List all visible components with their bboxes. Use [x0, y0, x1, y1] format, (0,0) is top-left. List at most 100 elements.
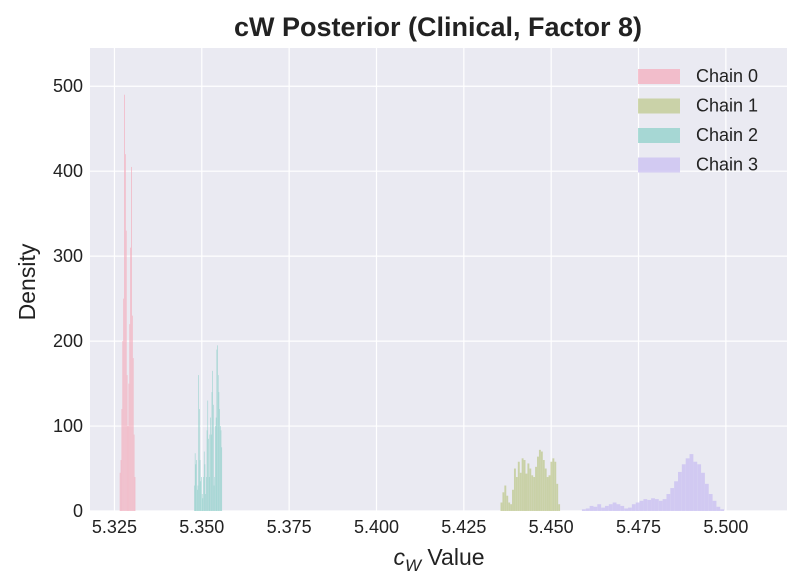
histogram-bar	[585, 508, 590, 511]
y-tick-label: 200	[53, 331, 83, 351]
histogram-bar	[608, 504, 613, 511]
histogram-bar	[124, 94, 125, 512]
x-tick-label: 5.425	[441, 517, 486, 537]
histogram-bar	[216, 349, 218, 511]
histogram-bar	[200, 481, 202, 511]
histogram-bar	[121, 409, 123, 511]
histogram-bar	[132, 358, 134, 511]
histogram-bar	[212, 404, 214, 511]
histogram-bar	[531, 475, 534, 511]
histogram-bar	[194, 485, 195, 511]
histogram-bar	[525, 473, 528, 511]
histogram-bar	[517, 461, 520, 511]
histogram-bar	[205, 494, 206, 511]
histogram-bar	[651, 498, 655, 511]
histogram-bar	[701, 472, 705, 511]
histogram-bar	[538, 449, 541, 511]
legend-label: Chain 0	[696, 66, 758, 86]
histogram-bar	[677, 471, 682, 511]
histogram-bar	[681, 464, 686, 511]
histogram-bar	[635, 502, 640, 511]
x-tick-label: 5.400	[354, 517, 399, 537]
series-1-bars	[500, 449, 561, 511]
histogram-bar	[213, 485, 215, 511]
histogram-bars	[119, 94, 725, 512]
histogram-bar	[504, 485, 507, 511]
histogram-bar	[128, 383, 130, 511]
histogram-bar	[693, 461, 698, 511]
series-0-bars	[119, 94, 136, 512]
histogram-bar	[631, 504, 636, 511]
histogram-bar	[537, 456, 539, 511]
histogram-bar	[124, 154, 126, 511]
histogram-bar	[210, 434, 212, 511]
histogram-bar	[203, 451, 205, 511]
histogram-bar	[508, 502, 511, 511]
histogram-bar	[544, 468, 547, 511]
histogram-bar	[604, 505, 609, 511]
histogram-bar	[201, 494, 203, 511]
histogram-bar	[130, 247, 132, 511]
histogram-bar	[219, 409, 220, 511]
histogram-bar	[214, 477, 216, 511]
histogram-bar	[654, 499, 659, 511]
histogram-bar	[704, 483, 709, 511]
histogram-bar	[201, 477, 202, 511]
histogram-bar	[204, 464, 206, 511]
histogram-bar	[616, 504, 621, 511]
histogram-bar	[203, 477, 204, 511]
histogram-bar	[716, 506, 721, 511]
series-2-bars	[194, 345, 223, 511]
y-tick-label: 500	[53, 76, 83, 96]
y-axis-label: Density	[14, 243, 40, 320]
histogram-bar	[628, 507, 632, 511]
histogram-bar	[208, 477, 210, 511]
axis-ticks: 5.325 5.350 5.375 5.400 5.425 5.450 5.475 5.500…	[53, 76, 748, 537]
x-axis-label-text: Value	[421, 544, 485, 570]
series-3-bars	[581, 454, 725, 511]
histogram-bar	[533, 477, 536, 511]
histogram-bar	[552, 458, 555, 511]
histogram-bar	[512, 489, 514, 511]
histogram-bar	[195, 464, 197, 511]
y-tick-label: 400	[53, 161, 83, 181]
histogram-bar	[529, 468, 532, 511]
histogram-bar	[506, 495, 509, 511]
histogram-bar	[212, 370, 213, 511]
histogram-bar	[647, 499, 652, 511]
histogram-bar	[211, 392, 213, 511]
histogram-bar	[123, 298, 125, 511]
histogram-bar	[510, 504, 513, 511]
histogram-bar	[513, 468, 516, 511]
histogram-bar	[215, 417, 217, 511]
histogram-bar	[209, 434, 211, 511]
histogram-bar	[133, 434, 135, 511]
histogram-bar	[194, 453, 196, 511]
histogram-bar	[712, 500, 717, 511]
x-tick-label: 5.350	[179, 517, 224, 537]
x-axis-label-symbol: c	[393, 544, 405, 570]
histogram-bar	[658, 500, 663, 511]
histogram-bar	[126, 375, 128, 511]
histogram-bar	[127, 426, 129, 511]
histogram-bar	[502, 492, 505, 511]
histogram-bar	[612, 502, 617, 511]
histogram-bar	[639, 500, 644, 511]
legend-label: Chain 2	[696, 125, 758, 145]
legend-label: Chain 1	[696, 96, 758, 116]
x-tick-label: 5.325	[92, 517, 137, 537]
histogram-bar	[199, 460, 201, 511]
histogram-bar	[119, 472, 121, 511]
histogram-bar	[554, 461, 557, 511]
histogram-bar	[670, 488, 675, 511]
histogram-bar	[134, 477, 136, 511]
x-tick-label: 5.475	[616, 517, 661, 537]
histogram-bar	[221, 447, 223, 511]
x-axis-label-subscript: W	[405, 556, 423, 575]
histogram-bar	[122, 341, 124, 511]
x-tick-label: 5.375	[267, 517, 312, 537]
histogram-bar	[515, 477, 518, 511]
histogram-bar	[217, 375, 219, 511]
histogram-bar	[666, 494, 671, 511]
